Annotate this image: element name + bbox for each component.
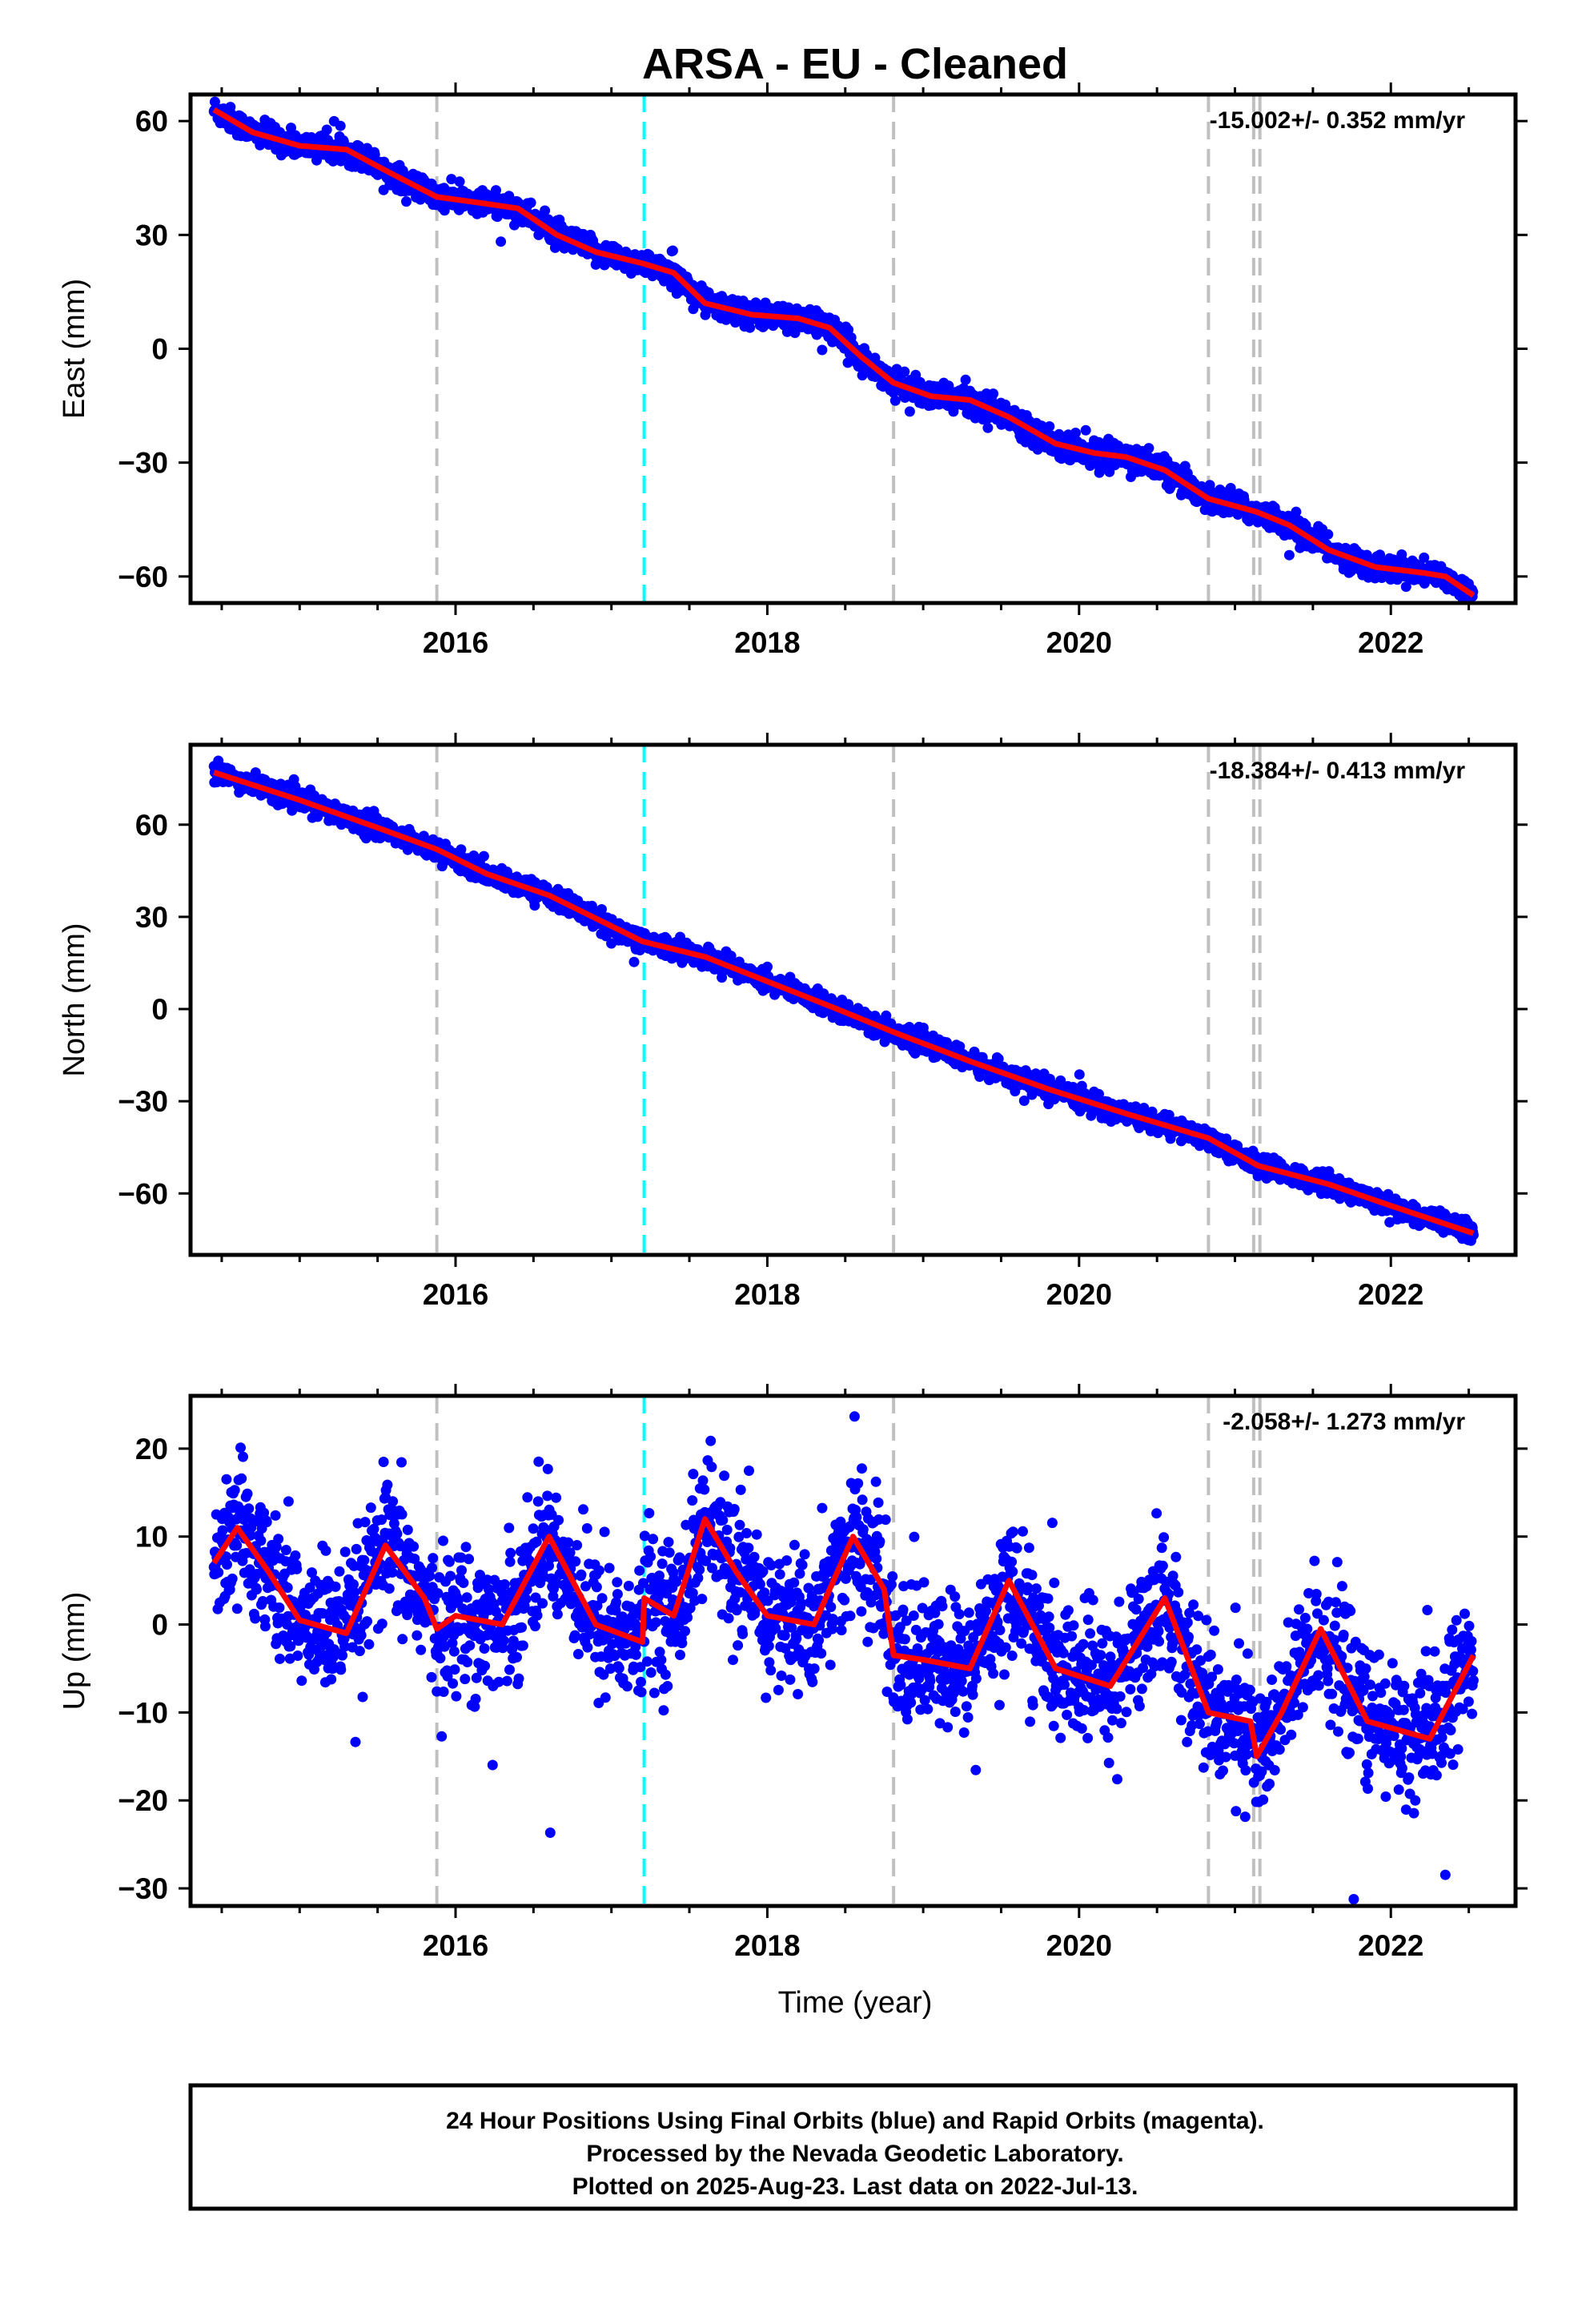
- data-point: [525, 197, 536, 208]
- y-tick-label: 60: [135, 105, 168, 138]
- chart-title: ARSA - EU - Cleaned: [642, 40, 1068, 88]
- y-tick-label: 0: [151, 333, 168, 366]
- data-point: [446, 174, 457, 185]
- data-point: [725, 951, 737, 962]
- data-point: [369, 149, 380, 160]
- data-point: [401, 196, 412, 207]
- y-axis-label: East (mm): [58, 279, 91, 419]
- data-point: [1143, 443, 1154, 454]
- data-point: [817, 344, 828, 356]
- data-point: [454, 176, 465, 187]
- data-point: [745, 322, 756, 333]
- data-point: [647, 271, 658, 282]
- data-point: [988, 388, 999, 400]
- data-point: [504, 191, 515, 202]
- data-point: [943, 380, 954, 392]
- data-point: [1080, 424, 1091, 436]
- plot-area: [208, 94, 1479, 603]
- data-point: [960, 374, 971, 385]
- data-point: [1018, 1096, 1030, 1106]
- data-point: [286, 123, 296, 134]
- y-tick-label: −60: [118, 561, 168, 593]
- data-point: [496, 236, 507, 247]
- data-point: [899, 366, 910, 377]
- x-tick-label: 2016: [423, 626, 488, 659]
- data-point: [321, 124, 332, 135]
- x-tick-label: 2020: [1046, 626, 1112, 659]
- data-point: [1036, 420, 1047, 432]
- panels-group: 2016 2018 2020 2022 60 30 0 −30 −60 East (mm) -15.…: [58, 82, 1528, 1962]
- data-point: [1074, 1069, 1085, 1080]
- data-point: [789, 328, 801, 339]
- data-point: [982, 422, 994, 433]
- x-tick-label: 2022: [1358, 626, 1423, 659]
- data-point: [1070, 428, 1081, 438]
- data-point: [762, 961, 773, 972]
- rate-annotation: -15.002+/- 0.352 mm/yr: [1210, 107, 1466, 134]
- data-point: [954, 1041, 966, 1052]
- x-tick-label: 2018: [734, 626, 800, 659]
- data-point: [1400, 581, 1411, 593]
- data-point: [509, 219, 520, 231]
- data-point: [1283, 549, 1295, 561]
- y-tick-label: −30: [118, 447, 168, 480]
- panel-east: 2016 2018 2020 2022 60 30 0 −30 −60 East (mm) -15.…: [58, 82, 1528, 659]
- data-point: [1419, 552, 1430, 563]
- data-point: [540, 205, 551, 216]
- y-tick-label: 30: [135, 219, 168, 251]
- data-point: [843, 999, 854, 1010]
- data-point: [628, 956, 640, 967]
- data-point: [1323, 529, 1334, 540]
- plot-area: [208, 745, 1479, 1255]
- data-point: [250, 767, 261, 778]
- data-point: [667, 245, 678, 256]
- data-point: [904, 406, 915, 417]
- fit-line: [212, 107, 1476, 598]
- data-point: [1225, 483, 1236, 493]
- data-point: [974, 1072, 986, 1082]
- data-point: [478, 850, 489, 862]
- data-point: [1044, 421, 1055, 432]
- data-point: [1291, 506, 1302, 517]
- data-point: [889, 395, 901, 406]
- data-point: [529, 900, 540, 911]
- data-point: [335, 120, 346, 131]
